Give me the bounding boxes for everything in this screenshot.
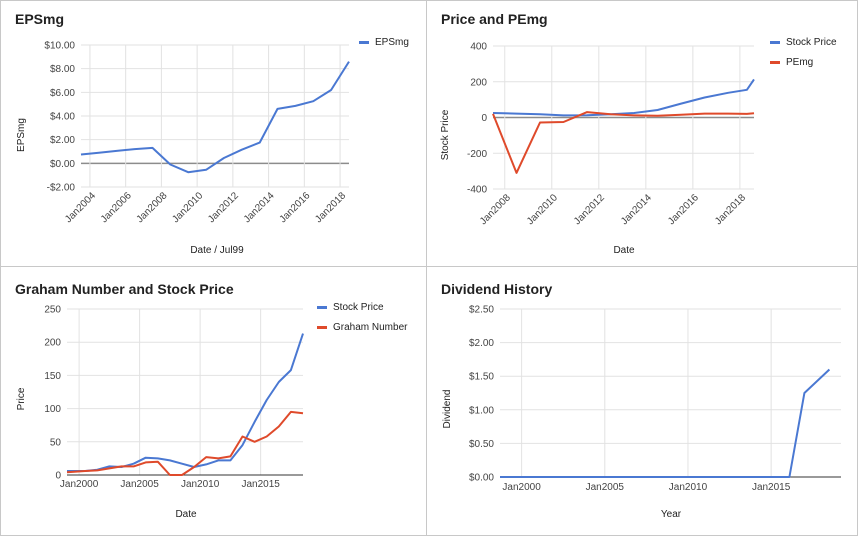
graham-chart-panel: Graham Number and Stock Price 0 50 100 150 2… [0,266,427,536]
y-tick-label: $6.00 [50,88,75,99]
y-tick-label: $2.50 [469,305,494,316]
x-tick-label: Jan2018 [313,190,348,225]
x-tick-label: Jan2014 [242,190,277,225]
x-axis-label: Date [613,245,635,256]
x-tick-label: Jan2015 [241,479,280,490]
y-tick-label: $0.00 [469,473,494,484]
graham-chart: Graham Number and Stock Price 0 50 100 150 2… [15,281,408,520]
x-axis-label: Date [175,509,197,520]
x-tick-label: Jan2005 [586,482,625,493]
y-tick-label: $4.00 [50,112,75,123]
series-line-stock-price [67,333,304,472]
y-tick-label: 100 [44,404,61,415]
series-line-dividend [500,368,831,478]
x-tick-label: Jan2005 [120,479,159,490]
price-pemg-chart: Price and PEmg -400 -200 0 200 400 Jan2008 Jan… [440,11,837,256]
eps-chart: EPSmg -$2.00 $0.00 $2.00 $4.00 $6.00 $8.00 $10… [15,11,409,256]
y-tick-label: -400 [467,185,487,196]
legend-swatch [770,41,780,44]
x-tick-label: Jan2012 [572,192,607,227]
legend-label: PEmg [786,57,813,68]
eps-chart-panel: EPSmg -$2.00 $0.00 $2.00 $4.00 $6.00 $8.00 $10… [0,0,427,267]
chart-title: Price and PEmg [441,11,548,27]
y-tick-label: 0 [481,113,487,124]
y-tick-label: 200 [44,338,61,349]
y-tick-label: $0.00 [50,159,75,170]
y-tick-label: -$2.00 [47,183,76,194]
chart-title: Graham Number and Stock Price [15,281,234,297]
x-tick-label: Jan2015 [752,482,791,493]
legend-label: Stock Price [333,302,384,313]
dividend-chart-panel: Dividend History $0.00 $0.50 $1.00 $1.50 $2.… [426,266,858,536]
x-tick-label: Jan2010 [669,482,708,493]
y-tick-label: -200 [467,149,487,160]
chart-title: Dividend History [441,281,552,297]
legend-label: Graham Number [333,322,408,333]
y-axis-label: Dividend [442,390,453,429]
legend-swatch [770,61,780,64]
x-tick-label: Jan2010 [181,479,220,490]
series-line-epsmg [80,61,350,174]
x-tick-label: Jan2000 [60,479,99,490]
y-axis-label: Stock Price [440,109,451,160]
x-tick-label: Jan2010 [525,192,560,227]
x-tick-label: Jan2010 [170,190,205,225]
legend-label: EPSmg [375,37,409,48]
y-tick-label: $2.00 [50,135,75,146]
y-tick-label: $0.50 [469,439,494,450]
y-tick-label: 150 [44,371,61,382]
x-tick-label: Jan2008 [135,190,170,225]
x-tick-label: Jan2016 [666,192,701,227]
dividend-chart: Dividend History $0.00 $0.50 $1.00 $1.50 $2.… [441,281,841,520]
x-tick-label: Jan2008 [478,192,513,227]
y-tick-label: 200 [470,77,487,88]
legend-label: Stock Price [786,37,837,48]
legend-swatch [359,41,369,44]
x-tick-label: Jan2014 [619,192,654,227]
y-tick-label: 400 [470,42,487,53]
x-tick-label: Jan2004 [63,190,98,225]
y-tick-label: $1.00 [469,405,494,416]
y-tick-label: $2.00 [469,338,494,349]
price-pemg-chart-panel: Price and PEmg -400 -200 0 200 400 Jan2008 Jan… [426,0,858,267]
x-tick-label: Jan2006 [99,190,134,225]
legend-swatch [317,326,327,329]
y-axis-label: Price [16,387,27,410]
y-tick-label: $1.50 [469,372,494,383]
y-tick-label: 50 [50,437,62,448]
series-line-graham-number [66,410,304,476]
x-tick-label: Jan2012 [206,190,241,225]
y-tick-label: $10.00 [44,41,75,52]
y-tick-label: 250 [44,305,61,316]
y-tick-label: 0 [55,471,61,482]
x-tick-label: Jan2000 [502,482,541,493]
y-axis-label: EPSmg [16,118,27,152]
x-tick-label: Jan2018 [713,192,748,227]
series-line-pemg [492,111,755,174]
x-axis-label: Date / Jul99 [190,245,244,256]
x-axis-label: Year [661,509,682,520]
x-tick-label: Jan2016 [278,190,313,225]
chart-title: EPSmg [15,11,64,27]
y-tick-label: $8.00 [50,64,75,75]
series-line-stock-price [492,78,755,117]
legend-swatch [317,306,327,309]
